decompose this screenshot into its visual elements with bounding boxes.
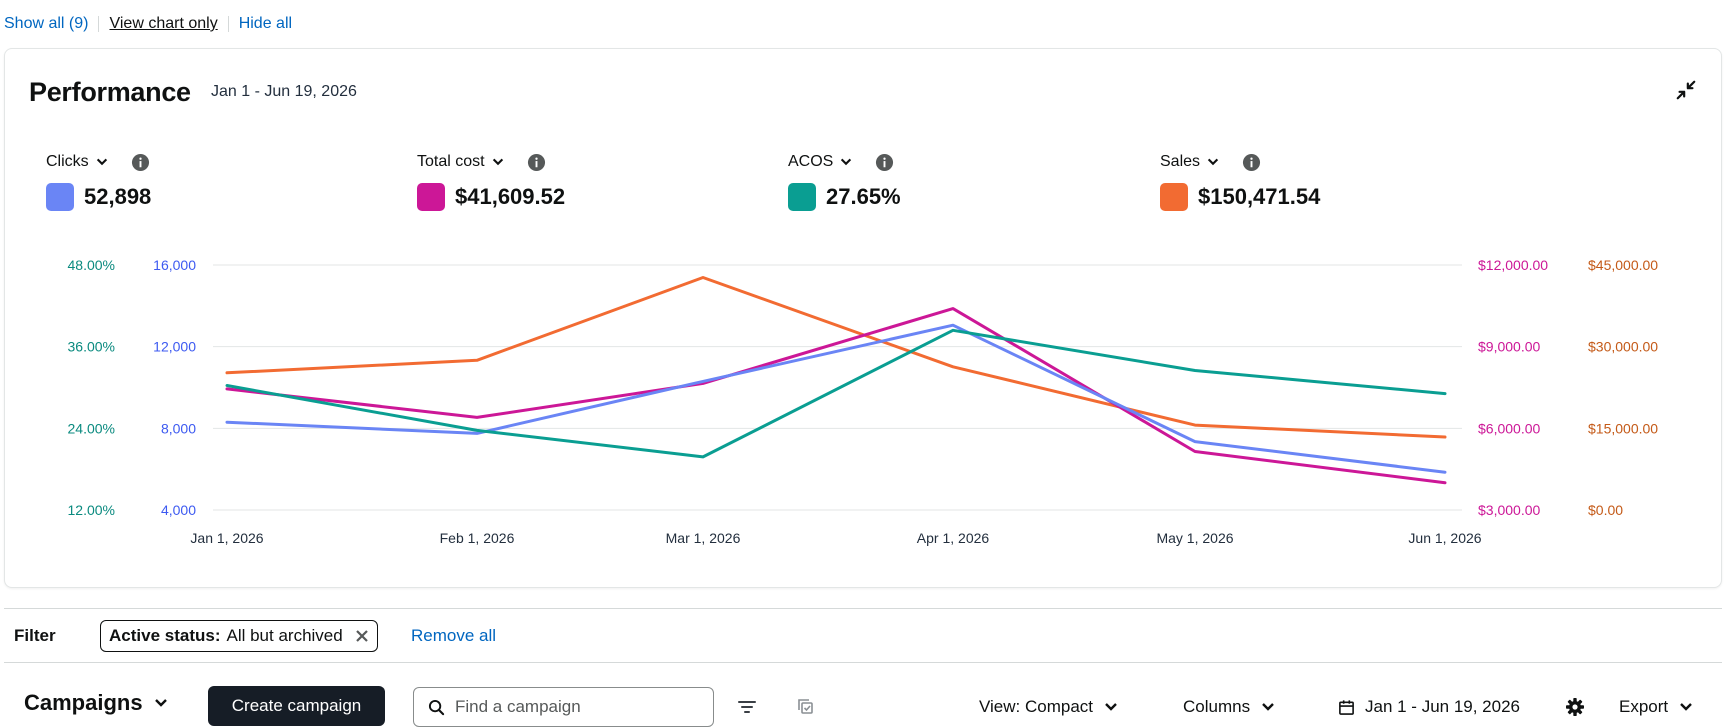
chevron-down-icon	[1262, 703, 1274, 711]
performance-card: Performance Jan 1 - Jun 19, 2026 Clicks …	[4, 48, 1722, 588]
close-icon[interactable]	[355, 629, 369, 643]
chevron-down-icon[interactable]	[839, 155, 853, 169]
export-dropdown[interactable]: Export	[1619, 696, 1694, 718]
metric-value: $150,471.54	[1198, 184, 1321, 209]
chevron-down-icon[interactable]	[491, 155, 505, 169]
info-icon[interactable]	[131, 153, 150, 172]
performance-date-range: Jan 1 - Jun 19, 2026	[211, 83, 357, 100]
info-icon[interactable]	[875, 153, 894, 172]
metric-sales: Sales $150,471.54	[1160, 151, 1320, 211]
chevron-down-icon[interactable]	[95, 155, 109, 169]
show-all-link[interactable]: Show all (9)	[4, 15, 89, 32]
x-axis-tick-label: Apr 1, 2026	[917, 530, 990, 546]
series-line-total-cost	[225, 307, 1447, 485]
sales-axis-tick-label: $30,000.00	[1588, 339, 1658, 355]
metric-value: $41,609.52	[455, 184, 566, 209]
search-icon	[428, 699, 445, 715]
campaigns-title: Campaigns	[24, 690, 143, 715]
acos-axis-tick-label: 12.00%	[68, 502, 115, 518]
cost-axis-tick-label: $9,000.00	[1478, 339, 1540, 355]
filter-label: Filter	[14, 626, 56, 645]
metric-color-swatch[interactable]	[1160, 183, 1188, 211]
acos-axis-tick-label: 48.00%	[68, 257, 115, 273]
metric-total-cost: Total cost $41,609.52	[417, 151, 565, 211]
chevron-down-icon[interactable]	[1206, 155, 1220, 169]
filter-chip-key: Active status:	[109, 626, 221, 645]
create-campaign-button[interactable]: Create campaign	[208, 686, 385, 726]
x-axis-tick-label: Mar 1, 2026	[666, 530, 741, 546]
clicks-axis-tick-label: 8,000	[161, 420, 196, 436]
metric-label: Clicks	[46, 153, 89, 170]
metric-value: 27.65%	[826, 184, 901, 209]
metric-color-swatch[interactable]	[46, 183, 74, 211]
divider	[98, 16, 100, 32]
divider	[4, 608, 1722, 609]
acos-axis-tick-label: 24.00%	[68, 420, 115, 436]
columns-dropdown[interactable]: Columns	[1183, 696, 1276, 718]
metric-label: Sales	[1160, 153, 1201, 170]
view-label: View: Compact	[979, 697, 1094, 716]
date-range-label: Jan 1 - Jun 19, 2026	[1365, 697, 1521, 716]
info-icon[interactable]	[527, 153, 546, 172]
view-chart-only-link[interactable]: View chart only	[109, 15, 218, 32]
metric-acos: ACOS 27.65%	[788, 151, 901, 211]
view-options-bar: Show all (9) View chart only Hide all	[4, 12, 292, 36]
x-axis-tick-label: Feb 1, 2026	[440, 530, 515, 546]
series-line-acos	[225, 328, 1447, 459]
chevron-down-icon	[1680, 703, 1692, 711]
series-line-clicks	[225, 323, 1447, 474]
performance-line-chart[interactable]: 48.00% 36.00% 24.00% 12.00% 16,000 12,000 8,00…	[5, 49, 1723, 589]
date-range-picker[interactable]: Jan 1 - Jun 19, 2026	[1338, 696, 1520, 718]
clicks-axis-tick-label: 4,000	[161, 502, 196, 518]
x-axis-tick-label: May 1, 2026	[1156, 530, 1233, 546]
metric-value: 52,898	[84, 184, 152, 209]
hide-all-link[interactable]: Hide all	[238, 15, 293, 32]
campaign-search[interactable]	[413, 687, 714, 727]
collapse-icon[interactable]	[1675, 79, 1697, 101]
chevron-down-icon	[1105, 703, 1117, 711]
gear-icon[interactable]	[1565, 697, 1585, 717]
chevron-down-icon	[154, 699, 167, 707]
series-line-sales	[225, 276, 1447, 439]
campaigns-dropdown[interactable]: Campaigns	[24, 690, 169, 716]
search-input[interactable]	[455, 697, 695, 717]
metric-color-swatch[interactable]	[788, 183, 816, 211]
metric-color-swatch[interactable]	[417, 183, 445, 211]
x-axis-tick-label: Jan 1, 2026	[190, 530, 263, 546]
metric-label: ACOS	[788, 153, 834, 170]
bulk-edit-icon[interactable]	[796, 697, 816, 717]
sales-axis-tick-label: $45,000.00	[1588, 257, 1658, 273]
sales-axis-tick-label: $15,000.00	[1588, 420, 1658, 436]
columns-label: Columns	[1183, 697, 1251, 716]
divider	[227, 16, 229, 32]
clicks-axis-tick-label: 16,000	[153, 257, 196, 273]
info-icon[interactable]	[1242, 153, 1261, 172]
export-label: Export	[1619, 697, 1669, 716]
cost-axis-tick-label: $3,000.00	[1478, 502, 1540, 518]
view-dropdown[interactable]: View: Compact	[979, 696, 1119, 718]
acos-axis-tick-label: 36.00%	[68, 339, 115, 355]
divider	[4, 662, 1722, 663]
calendar-icon	[1339, 699, 1354, 715]
clicks-axis-tick-label: 12,000	[153, 339, 196, 355]
metric-clicks: Clicks 52,898	[46, 151, 151, 211]
cost-axis-tick-label: $6,000.00	[1478, 420, 1540, 436]
active-status-filter-chip[interactable]: Active status: All but archived	[100, 620, 378, 652]
metric-label: Total cost	[417, 153, 485, 170]
x-axis-tick-label: Jun 1, 2026	[1408, 530, 1481, 546]
filter-lines-icon[interactable]	[737, 697, 757, 717]
sales-axis-tick-label: $0.00	[1588, 502, 1623, 518]
performance-title: Performance	[29, 77, 191, 107]
remove-all-link[interactable]: Remove all	[411, 626, 497, 645]
cost-axis-tick-label: $12,000.00	[1478, 257, 1548, 273]
filter-chip-value: All but archived	[226, 626, 343, 645]
